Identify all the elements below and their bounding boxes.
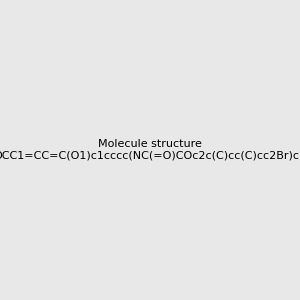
Text: Molecule structure
OCC1=CC=C(O1)c1cccc(NC(=O)COc2c(C)cc(C)cc2Br)c1: Molecule structure OCC1=CC=C(O1)c1cccc(N… — [0, 139, 300, 161]
